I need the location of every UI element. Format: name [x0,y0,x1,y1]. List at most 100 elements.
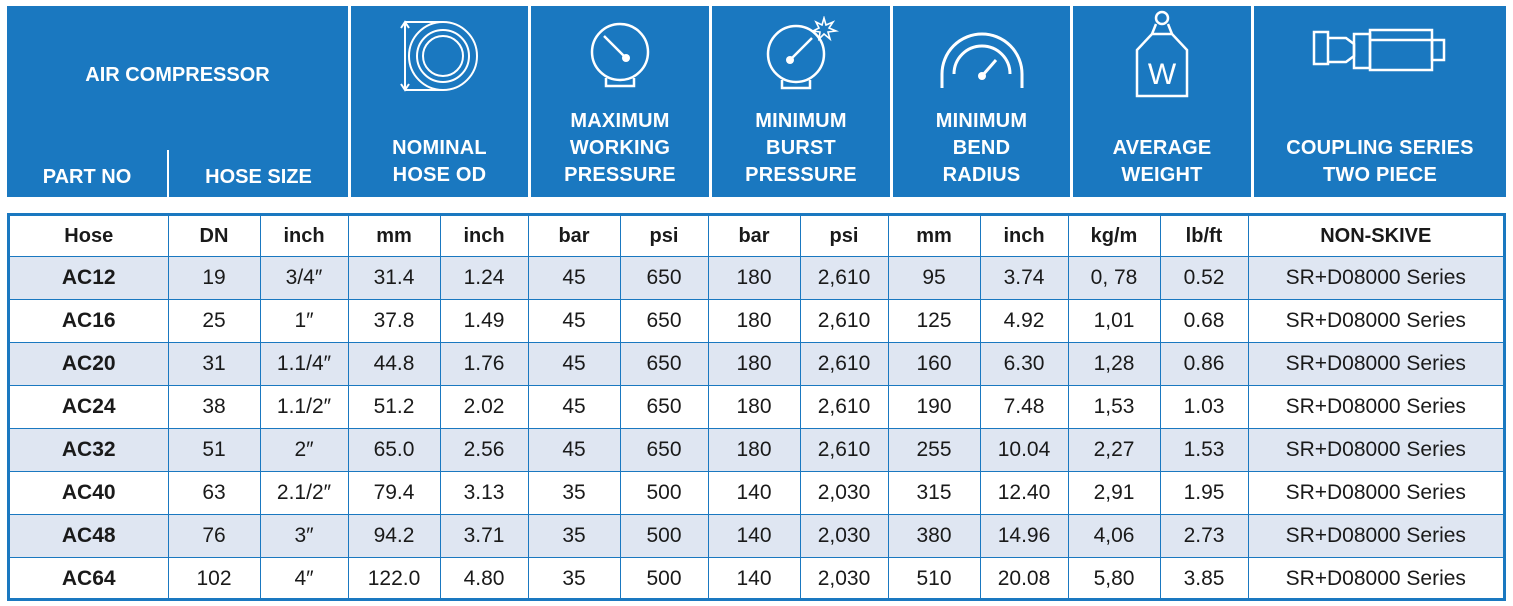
cell-weight-lbft: 1.03 [1160,385,1249,429]
cell-part-no: AC12 [10,256,169,300]
table-row: AC20 31 1.1/4″ 44.8 1.76 45 650 180 2,610 160 6.30… [10,342,1503,386]
unit-hose: Hose [10,216,169,257]
cell-bend-mm: 510 [888,557,981,600]
cell-burst-bar: 140 [708,514,801,558]
cell-bend-mm: 95 [888,256,981,300]
unit-lbft: lb/ft [1160,216,1249,257]
cell-coupling-series: SR+D08000 Series [1248,256,1503,300]
unit-burst-bar: bar [708,216,801,257]
cell-od-inch: 2.56 [440,428,529,472]
cell-bend-inch: 12.40 [980,471,1069,515]
cell-burst-bar: 180 [708,256,801,300]
cell-work-bar: 45 [528,385,621,429]
cell-work-psi: 650 [620,428,709,472]
cell-weight-kgm: 1,53 [1068,385,1161,429]
cell-coupling-series: SR+D08000 Series [1248,342,1503,386]
cell-bend-mm: 125 [888,299,981,343]
cell-dn: 63 [168,471,261,515]
cell-part-no: AC40 [10,471,169,515]
min-burst-label: MINIMUM BURST PRESSURE [745,110,857,186]
unit-od-mm: mm [348,216,441,257]
cell-dn: 51 [168,428,261,472]
cell-bend-inch: 7.48 [980,385,1069,429]
bend-radius-icon [934,16,1030,96]
nominal-od-header: NOMINAL HOSE OD [351,6,528,197]
cell-od-mm: 122.0 [348,557,441,600]
cell-burst-bar: 180 [708,342,801,386]
cell-weight-kgm: 2,27 [1068,428,1161,472]
table-row: AC40 63 2.1/2″ 79.4 3.13 35 500 140 2,030 315 12.4… [10,471,1503,515]
cell-work-bar: 45 [528,428,621,472]
coupling-header: COUPLING SERIES TWO PIECE [1254,6,1506,197]
cell-weight-kgm: 1,28 [1068,342,1161,386]
cell-part-no: AC48 [10,514,169,558]
cell-weight-kgm: 2,91 [1068,471,1161,515]
unit-coupling: NON-SKIVE [1248,216,1503,257]
table-row: AC64 102 4″ 122.0 4.80 35 500 140 2,030 510 20.08 5… [10,557,1503,600]
cell-bend-mm: 380 [888,514,981,558]
avg-weight-header: W AVERAGE WEIGHT [1073,6,1251,197]
cell-burst-psi: 2,610 [800,342,889,386]
cell-work-bar: 45 [528,342,621,386]
cell-work-psi: 650 [620,385,709,429]
cell-od-inch: 1.24 [440,256,529,300]
cell-work-bar: 35 [528,557,621,600]
cell-work-psi: 650 [620,342,709,386]
cell-size-inch: 2″ [260,428,349,472]
cell-weight-lbft: 0.68 [1160,299,1249,343]
unit-od-inch: inch [440,216,529,257]
cell-size-inch: 3/4″ [260,256,349,300]
unit-work-bar: bar [528,216,621,257]
part-no-header: PART NO [42,166,132,188]
cell-bend-inch: 10.04 [980,428,1069,472]
unit-size-inch: inch [260,216,349,257]
unit-dn: DN [168,216,261,257]
cell-burst-psi: 2,030 [800,557,889,600]
cell-weight-lbft: 1.53 [1160,428,1249,472]
cell-part-no: AC16 [10,299,169,343]
weight-icon-letter: W [1148,58,1177,91]
cell-bend-inch: 6.30 [980,342,1069,386]
cell-size-inch: 4″ [260,557,349,600]
cell-weight-lbft: 2.73 [1160,514,1249,558]
cell-weight-lbft: 0.86 [1160,342,1249,386]
cell-coupling-series: SR+D08000 Series [1248,471,1503,515]
cell-size-inch: 1.1/2″ [260,385,349,429]
header-divider [167,150,169,197]
spec-table: Hose DN inch mm inch bar psi bar psi mm … [10,216,1503,600]
burst-gauge-icon [758,16,844,96]
cell-work-psi: 500 [620,471,709,515]
spec-table-body: AC12 19 3/4″ 31.4 1.24 45 650 180 2,610 95 3.74 0, … [10,256,1503,600]
cell-part-no: AC64 [10,557,169,600]
nominal-od-label: NOMINAL HOSE OD [392,137,487,186]
cell-od-inch: 4.80 [440,557,529,600]
cell-bend-inch: 3.74 [980,256,1069,300]
max-working-label: MAXIMUM WORKING PRESSURE [564,110,676,186]
cell-od-inch: 3.71 [440,514,529,558]
pressure-gauge-icon [580,16,660,96]
cell-od-inch: 1.49 [440,299,529,343]
cell-burst-psi: 2,610 [800,299,889,343]
table-row: AC16 25 1″ 37.8 1.49 45 650 180 2,610 125 4.92 1,01… [10,299,1503,343]
cell-size-inch: 3″ [260,514,349,558]
cell-weight-kgm: 0, 78 [1068,256,1161,300]
coupling-icon [1310,26,1450,76]
cell-dn: 25 [168,299,261,343]
cell-work-bar: 35 [528,514,621,558]
cell-coupling-series: SR+D08000 Series [1248,514,1503,558]
cell-size-inch: 1″ [260,299,349,343]
cell-dn: 19 [168,256,261,300]
cell-work-bar: 45 [528,299,621,343]
hose-od-icon [395,16,485,96]
cell-dn: 38 [168,385,261,429]
cell-od-mm: 37.8 [348,299,441,343]
cell-bend-inch: 20.08 [980,557,1069,600]
cell-burst-psi: 2,610 [800,256,889,300]
cell-od-mm: 79.4 [348,471,441,515]
table-row: AC24 38 1.1/2″ 51.2 2.02 45 650 180 2,610 190 7.48… [10,385,1503,429]
cell-work-bar: 35 [528,471,621,515]
cell-burst-bar: 180 [708,299,801,343]
unit-bend-inch: inch [980,216,1069,257]
cell-work-psi: 500 [620,514,709,558]
cell-work-psi: 650 [620,299,709,343]
